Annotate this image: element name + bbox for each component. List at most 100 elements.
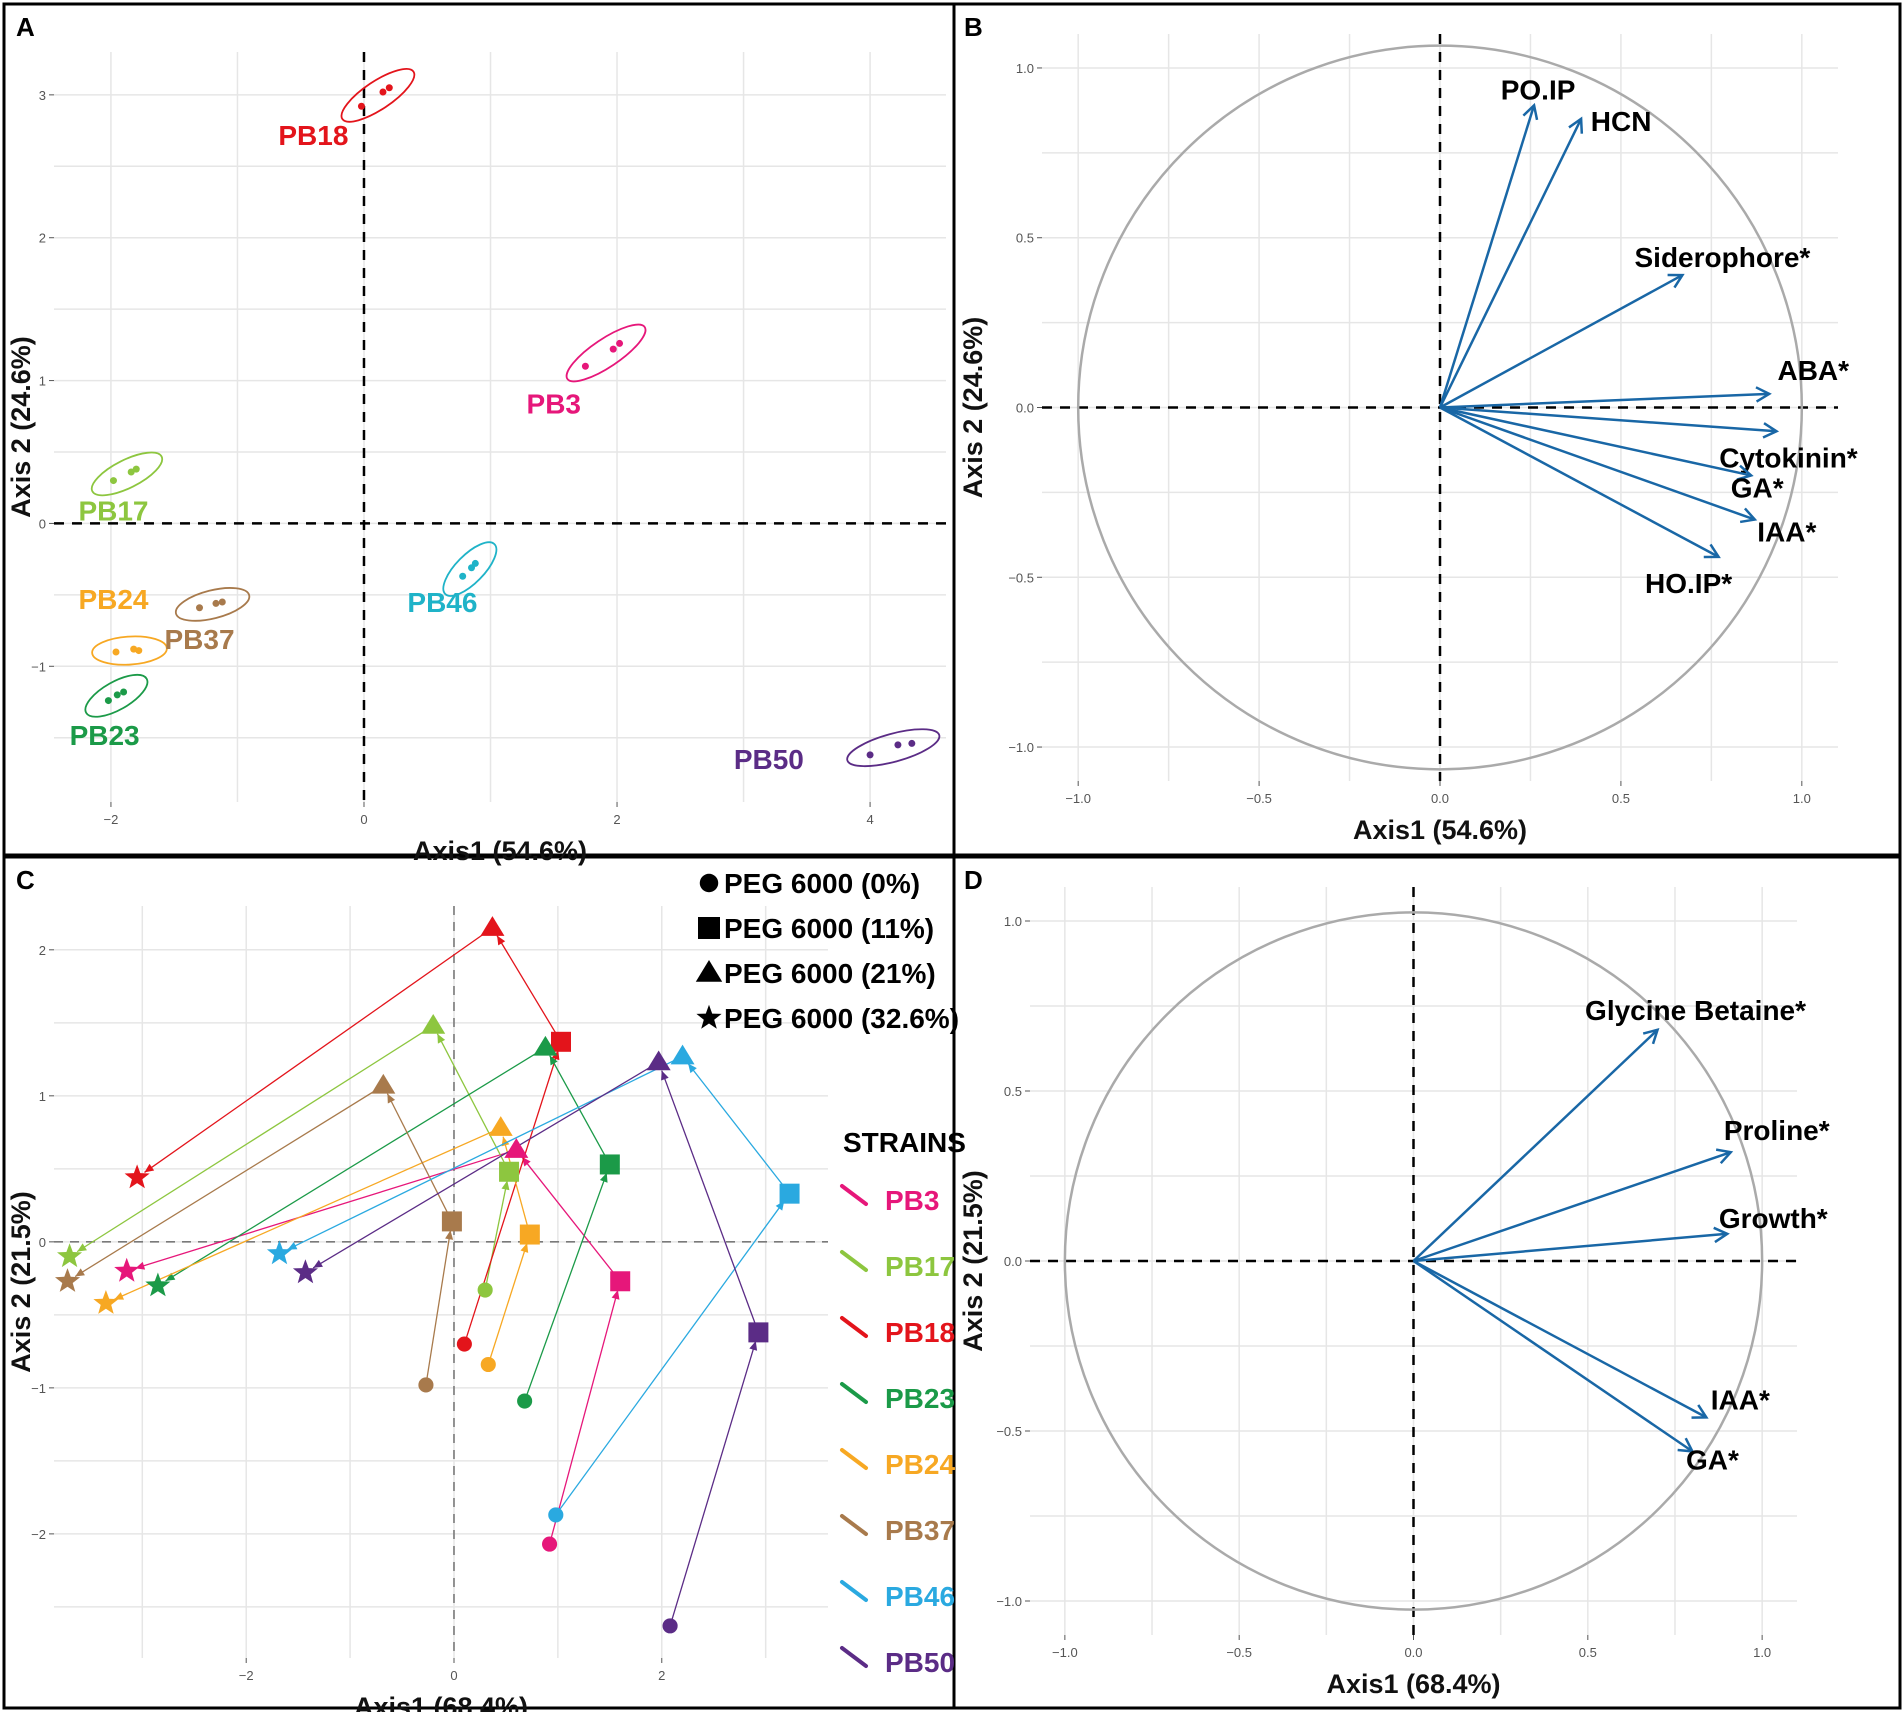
- arrow-head: [1568, 116, 1584, 134]
- data-point: [212, 599, 220, 607]
- arrow-head: [1703, 543, 1721, 559]
- y-tick-label: 0.5: [1004, 1084, 1022, 1099]
- trajectory-arrow: [484, 1180, 508, 1291]
- x-tick-label: 0.0: [1431, 791, 1449, 806]
- marker-triangle: [533, 1035, 558, 1056]
- loading-arrow: [1439, 406, 1720, 559]
- strain-label: PB24: [78, 584, 148, 615]
- data-point: [866, 751, 874, 759]
- marker-square: [499, 1161, 520, 1182]
- data-point: [471, 559, 479, 567]
- trajectory-arrow: [135, 1149, 517, 1269]
- arrow-head: [1736, 464, 1754, 481]
- trajectory-arrow-head: [75, 1268, 85, 1277]
- x-axis-title: Axis1 (68.4%): [354, 1692, 528, 1712]
- trajectory-arrow-head: [313, 1259, 323, 1268]
- panel-b-correlation-circle: −1.0 −0.5 0.0 0.5 1.0 −1.0 −0.5 0.0 0.5 1.0 Axis1 …: [958, 34, 1858, 845]
- panel-c-letter: C: [16, 865, 35, 895]
- variable-label: Siderophore*: [1635, 242, 1811, 273]
- variable-label: HO.IP*: [1645, 568, 1732, 599]
- marker-star: [114, 1257, 140, 1282]
- arrow-head: [1739, 507, 1758, 524]
- confidence-ellipse: [91, 635, 168, 666]
- arrow-head: [1762, 422, 1780, 439]
- trajectory-arrow-head: [501, 1180, 510, 1191]
- trajectory-arrow: [425, 1230, 452, 1386]
- legend-key-pb24: [840, 1448, 868, 1470]
- x-tick-label: 2: [658, 1668, 665, 1683]
- confidence-ellipse: [442, 541, 498, 597]
- strain-legend-label: PB23: [885, 1383, 955, 1414]
- trajectory-arrow-head: [661, 1070, 669, 1081]
- marker-circle: [662, 1618, 678, 1634]
- legend-shape-label: PEG 6000 (21%): [724, 958, 936, 989]
- trajectory-arrow-head: [437, 1033, 446, 1044]
- data-point: [609, 345, 617, 353]
- trajectory-arrow: [487, 1242, 528, 1365]
- panel-c-peg-scatter: −2 0 2 −2 −1 0 1 2 Axis1 (68.4%) Axis 2 (21.5%) PE…: [6, 868, 966, 1712]
- legend-shape-label: PEG 6000 (11%): [724, 913, 934, 944]
- arrow-head: [1755, 386, 1772, 403]
- trajectory-arrow-head: [287, 1241, 298, 1250]
- loading-arrow: [1438, 104, 1536, 408]
- y-axis-title: Axis 2 (21.5%): [958, 1170, 988, 1352]
- data-point: [112, 648, 120, 656]
- y-tick-label: 1.0: [1004, 914, 1022, 929]
- trajectory-arrow-head: [144, 1163, 155, 1173]
- arrow-head: [1522, 102, 1539, 121]
- data-point: [218, 598, 226, 606]
- variable-label: GA*: [1731, 472, 1784, 503]
- marker-square: [599, 1154, 620, 1175]
- strain-legend-title: STRAINS: [843, 1127, 966, 1158]
- marker-square: [550, 1031, 571, 1052]
- trajectory-arrow: [113, 1127, 502, 1301]
- arrow-head: [1691, 1404, 1709, 1419]
- y-tick-label: −1: [31, 659, 46, 674]
- data-point: [908, 739, 916, 747]
- trajectory-arrow-head: [497, 935, 506, 946]
- x-tick-label: 1.0: [1793, 791, 1811, 806]
- y-tick-label: 0: [39, 516, 46, 531]
- marker-circle: [456, 1336, 472, 1352]
- confidence-ellipse: [174, 587, 251, 622]
- trajectory-arrow: [165, 1047, 546, 1282]
- data-point: [459, 572, 467, 580]
- x-tick-label: −2: [104, 812, 119, 827]
- trajectory-arrow-head: [749, 1340, 758, 1351]
- arrow-head: [1642, 1028, 1660, 1045]
- legend-key-pb23: [840, 1382, 868, 1404]
- variable-label: HCN: [1591, 106, 1652, 137]
- legend-key-pb50: [840, 1646, 868, 1668]
- marker-square: [441, 1211, 462, 1232]
- x-tick-label: −1.0: [1065, 791, 1091, 806]
- marker-triangle: [371, 1073, 396, 1094]
- marker-star: [93, 1290, 119, 1314]
- y-tick-label: 0.0: [1016, 401, 1034, 416]
- data-point: [379, 88, 387, 96]
- x-tick-label: 0: [450, 1668, 457, 1683]
- marker-circle: [477, 1282, 493, 1298]
- loading-arrow: [1413, 1151, 1732, 1263]
- x-axis-title: Axis1 (54.6%): [413, 836, 587, 866]
- marker-circle: [517, 1393, 533, 1409]
- trajectory-arrow: [687, 1063, 791, 1195]
- shape-legend: PEG 6000 (0%) PEG 6000 (11%) PEG 6000 (21%…: [695, 868, 959, 1034]
- x-tick-label: −2: [239, 1668, 254, 1683]
- y-tick-label: 0: [39, 1235, 46, 1250]
- data-point: [120, 688, 128, 696]
- trajectory-arrow-head: [611, 1289, 620, 1300]
- legend-shape-label: PEG 6000 (32.6%): [724, 1003, 959, 1034]
- marker-circle: [548, 1507, 564, 1523]
- strain-label: PB17: [78, 496, 148, 527]
- legend-circle-icon: [699, 873, 719, 893]
- legend-key-pb18: [840, 1316, 868, 1338]
- strain-legend: STRAINS PB3 PB17 PB18 PB23 PB24 PB37 PB46 PB50: [840, 1127, 966, 1678]
- trajectory-arrow: [548, 1289, 619, 1545]
- loading-arrow: [1439, 273, 1684, 409]
- data-point: [894, 741, 902, 749]
- trajectory-arrow-head: [549, 1055, 558, 1066]
- marker-star: [124, 1164, 150, 1189]
- panel-d-letter: D: [964, 865, 983, 895]
- legend-square-icon: [698, 917, 720, 939]
- trajectory-arrow-head: [114, 1292, 125, 1300]
